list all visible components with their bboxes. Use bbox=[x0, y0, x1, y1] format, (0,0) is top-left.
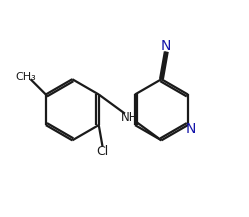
Text: NH: NH bbox=[121, 111, 139, 124]
Text: CH₃: CH₃ bbox=[15, 72, 36, 82]
Text: N: N bbox=[186, 122, 196, 136]
Text: N: N bbox=[161, 39, 172, 53]
Text: Cl: Cl bbox=[96, 145, 109, 158]
